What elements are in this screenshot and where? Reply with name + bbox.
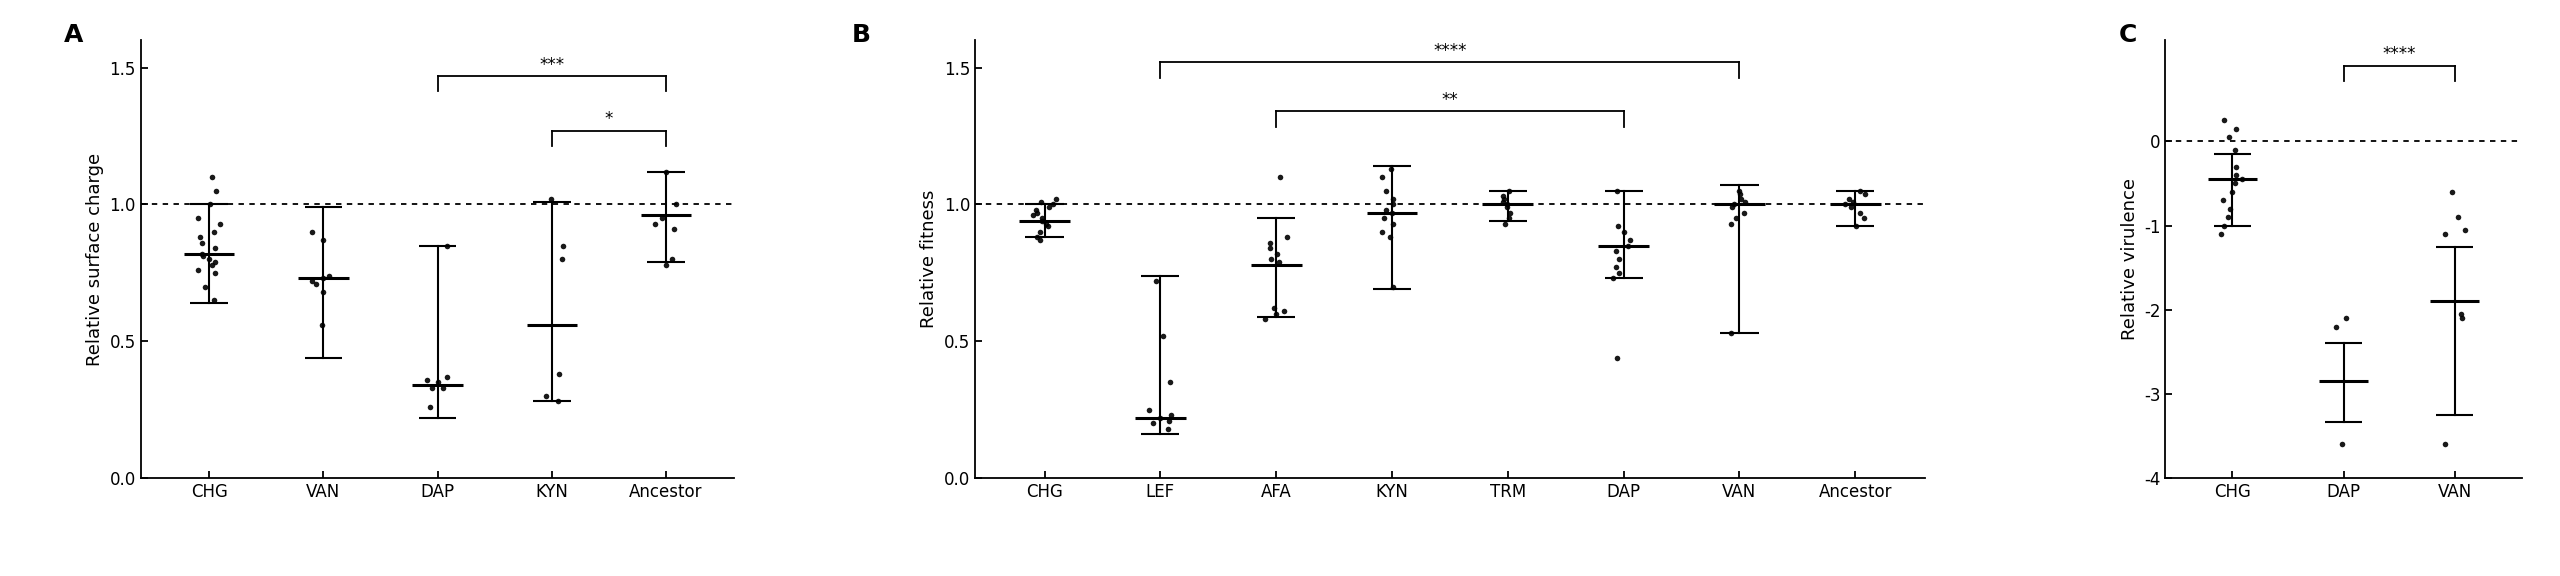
Text: B: B bbox=[852, 23, 870, 47]
Text: C: C bbox=[2120, 23, 2138, 47]
Text: **: ** bbox=[1441, 91, 1459, 109]
Y-axis label: Relative surface charge: Relative surface charge bbox=[87, 153, 105, 366]
Text: *: * bbox=[604, 111, 612, 128]
Text: ***: *** bbox=[540, 56, 563, 74]
Text: ****: **** bbox=[2383, 46, 2417, 63]
Y-axis label: Relative fitness: Relative fitness bbox=[919, 190, 937, 328]
Text: A: A bbox=[64, 23, 82, 47]
Text: ****: **** bbox=[1434, 42, 1467, 60]
Y-axis label: Relative virulence: Relative virulence bbox=[2120, 178, 2138, 340]
